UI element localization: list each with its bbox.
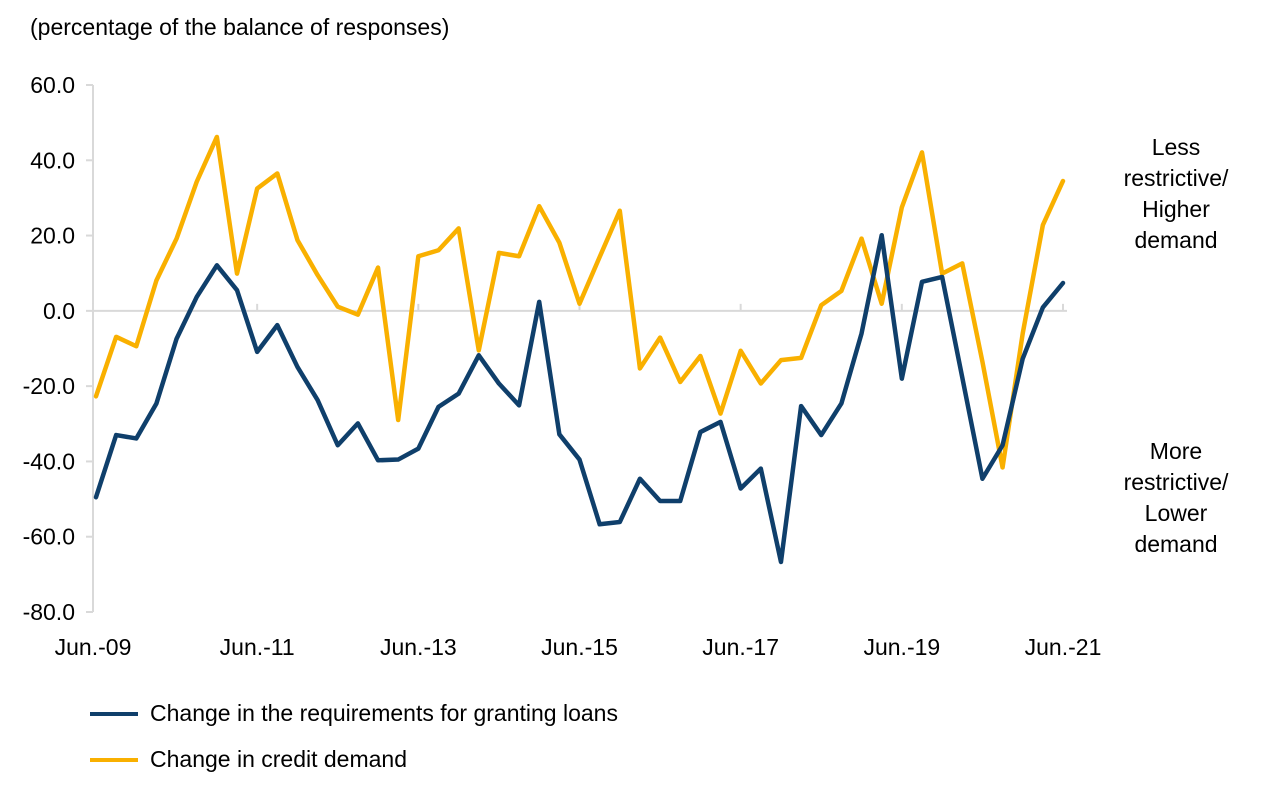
y-tick-label: 0.0 xyxy=(43,298,75,324)
y-tick-label: -20.0 xyxy=(23,373,75,399)
y-tick-label: -40.0 xyxy=(23,448,75,474)
legend-swatch-blue xyxy=(90,711,138,716)
annotation-line: More xyxy=(1149,438,1203,464)
chart-subtitle: (percentage of the balance of responses) xyxy=(30,14,450,40)
y-tick-label: -60.0 xyxy=(23,524,75,550)
legend-item-requirements: Change in the requirements for granting … xyxy=(90,700,618,727)
legend-swatch-gold xyxy=(90,757,138,762)
legend-label: Change in the requirements for granting … xyxy=(150,700,618,726)
x-tick-label: Jun.-11 xyxy=(220,634,295,660)
y-tick-label: 60.0 xyxy=(30,72,75,98)
annotation-line: demand xyxy=(1134,227,1218,253)
upper-annotation: Less restrictive/ Higher demand xyxy=(1096,132,1256,256)
x-tick-label: Jun.-17 xyxy=(702,634,779,660)
y-tick-label: 20.0 xyxy=(30,223,75,249)
annotation-line: restrictive/ xyxy=(1123,165,1229,191)
legend-label: Change in credit demand xyxy=(150,746,407,772)
x-tick-label: Jun.-21 xyxy=(1025,634,1102,660)
series-line xyxy=(93,232,1066,565)
annotation-line: restrictive/ xyxy=(1123,469,1229,495)
y-tick-label: 40.0 xyxy=(30,147,75,173)
annotation-line: Higher xyxy=(1142,196,1210,222)
annotation-line: demand xyxy=(1134,531,1218,557)
legend-item-demand: Change in credit demand xyxy=(90,746,407,773)
x-tick-label: Jun.-15 xyxy=(541,634,618,660)
x-tick-label: Jun.-09 xyxy=(55,634,132,660)
x-tick-label: Jun.-13 xyxy=(380,634,457,660)
x-tick-label: Jun.-19 xyxy=(863,634,940,660)
annotation-line: Less xyxy=(1151,134,1201,160)
lower-annotation: More restrictive/ Lower demand xyxy=(1096,436,1256,560)
y-tick-label: -80.0 xyxy=(23,599,75,625)
annotation-line: Lower xyxy=(1144,500,1208,526)
